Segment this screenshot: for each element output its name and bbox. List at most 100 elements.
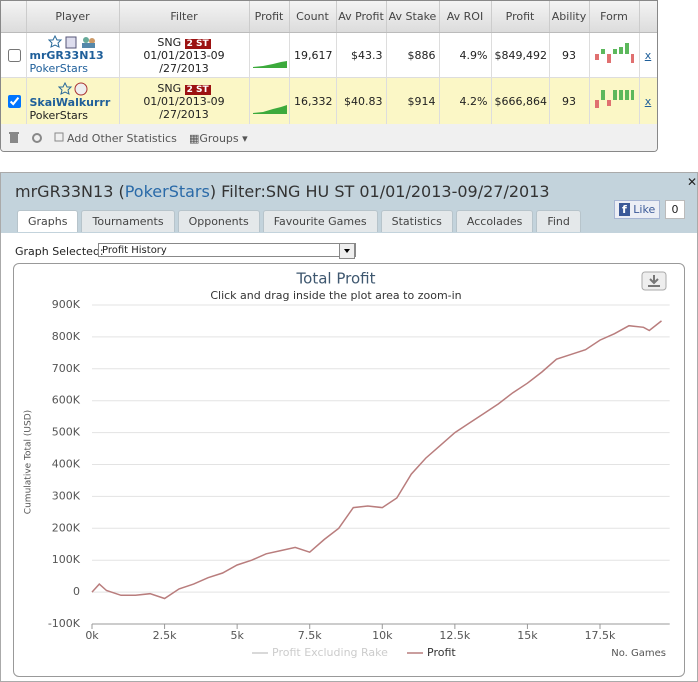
x-tick-label: 15k — [517, 629, 538, 642]
tab[interactable]: Tournaments — [81, 210, 175, 232]
checkbox[interactable] — [8, 48, 21, 62]
tab[interactable]: Graphs — [17, 210, 79, 232]
y-tick-label: 200K — [52, 521, 81, 534]
cell: $849,492 — [491, 32, 550, 78]
x-tick-label: 2.5k — [153, 629, 177, 642]
header — [639, 1, 657, 33]
x-tick-label: 7.5k — [298, 629, 322, 642]
cell — [249, 32, 290, 78]
close-button[interactable]: ✕ — [687, 175, 698, 189]
player-panel: mrGR33N13 (PokerStars) Filter:SNG HU ST … — [0, 172, 698, 682]
tab[interactable]: Accolades — [455, 210, 534, 232]
header[interactable]: Av Profit — [336, 1, 387, 33]
legend-label: Profit — [427, 646, 456, 659]
download-icon — [648, 275, 660, 287]
tab[interactable]: Statistics — [380, 210, 453, 232]
x-tick-label: 5k — [230, 629, 244, 642]
icons — [30, 34, 116, 49]
tab[interactable]: Opponents — [177, 210, 260, 232]
groups-label[interactable]: Groups — [199, 132, 239, 145]
sparkline — [252, 105, 287, 114]
stats-table: Player Filter Profit Count Av Profit Av … — [1, 1, 657, 126]
cell: mrGR33N13 PokerStars — [26, 32, 120, 78]
date: /27/2013 — [159, 61, 209, 75]
chart: Total Profit Click and drag inside the p… — [13, 263, 685, 677]
site-link[interactable]: PokerStars — [29, 62, 89, 75]
y-tick-label: 800K — [52, 330, 81, 343]
header[interactable]: Av Stake — [386, 1, 440, 33]
site-link[interactable]: PokerStars — [124, 182, 210, 201]
y-tick-label: 500K — [52, 426, 81, 439]
icons — [30, 81, 116, 96]
line — [91, 320, 662, 600]
y-tick-label: 0 — [73, 585, 80, 598]
header[interactable]: Ability — [549, 1, 590, 33]
row: mrGR33N13 PokerStars SNG 2 ST 01/01/2013-… — [1, 32, 657, 78]
y-tick-label: 100K — [52, 553, 81, 566]
graph-select[interactable]: Profit History — [98, 243, 356, 259]
cell: $40.83 — [336, 77, 387, 126]
tab[interactable]: Favourite Games — [262, 210, 378, 232]
cell: 93 — [549, 32, 590, 78]
header[interactable]: Count — [289, 1, 337, 33]
badge: 2 ST — [184, 85, 211, 95]
like-button[interactable]: f Like — [614, 200, 661, 219]
cell: $43.3 — [336, 32, 387, 78]
x-tick-label: 17.5k — [585, 629, 616, 642]
like-text[interactable]: Like — [633, 203, 656, 216]
cell: $666,864 — [491, 77, 550, 126]
graph-select-label: Graph Selected: — [15, 245, 104, 258]
cell: $886 — [386, 32, 440, 78]
sparkline — [252, 60, 287, 68]
graph-select-value[interactable]: Profit History — [102, 245, 167, 256]
toolbar: Add Other Statistics ▦Groups ▾ — [1, 124, 657, 151]
cell: 4.9% — [439, 32, 492, 78]
date: /27/2013 — [159, 108, 209, 121]
player-link[interactable]: mrGR33N13 — [29, 49, 104, 62]
checkbox[interactable] — [8, 95, 21, 108]
cell — [249, 77, 290, 126]
header[interactable]: Form — [589, 1, 640, 33]
date: 01/01/2013-09 — [143, 95, 225, 108]
y-tick-label: 900K — [52, 298, 81, 311]
cell: SNG 2 ST 01/01/2013-09/27/2013 — [119, 77, 250, 126]
cell: SkaiWalkurrr PokerStars — [26, 77, 120, 126]
add-statistics[interactable]: Add Other Statistics — [67, 132, 177, 145]
icons — [47, 34, 95, 49]
panel-header: mrGR33N13 (PokerStars) Filter:SNG HU ST … — [1, 173, 697, 233]
row: SkaiWalkurrr PokerStars SNG 2 ST 01/01/20… — [1, 77, 657, 126]
form-bars — [595, 90, 634, 108]
stats-table-box: Player Filter Profit Count Av Profit Av … — [0, 0, 658, 152]
chart-title: Total Profit — [296, 270, 376, 288]
header[interactable]: Profit — [491, 1, 550, 33]
player-link[interactable]: SkaiWalkurrr — [29, 95, 111, 109]
title-text: ) Filter:SNG HU ST 01/01/2013-09/27/2013 — [209, 182, 550, 201]
remove[interactable]: x — [644, 48, 652, 62]
site: PokerStars — [29, 108, 89, 122]
select-arrow[interactable] — [339, 243, 355, 259]
remove[interactable]: x — [644, 95, 652, 108]
toolbar-icons — [9, 132, 64, 143]
header[interactable]: Av ROI — [439, 1, 492, 33]
form-bars — [595, 42, 634, 63]
title-text: mrGR33N13 ( — [15, 182, 125, 201]
game: SNG — [157, 35, 182, 49]
header[interactable]: Filter — [119, 1, 250, 33]
y-axis-label: Cumulative Total (USD) — [24, 410, 34, 514]
y-tick-label: 700K — [52, 362, 81, 375]
header[interactable]: Profit — [249, 1, 290, 33]
panel-title: mrGR33N13 (PokerStars) Filter:SNG HU ST … — [15, 182, 550, 201]
cell: 16,332 — [289, 77, 337, 126]
cell — [1, 77, 27, 126]
y-tick-label: 600K — [52, 394, 81, 407]
y-tick-label: 300K — [52, 489, 81, 502]
badge: 2 ST — [184, 38, 211, 49]
x-axis-label: No. Games — [611, 648, 666, 659]
tab[interactable]: Find — [536, 210, 581, 232]
cell: SNG 2 ST 01/01/2013-09/27/2013 — [119, 32, 250, 78]
cell: x — [639, 77, 657, 126]
header[interactable]: Player — [26, 1, 120, 33]
game: SNG — [157, 82, 182, 95]
groups-menu[interactable]: ▦Groups ▾ — [189, 132, 248, 145]
